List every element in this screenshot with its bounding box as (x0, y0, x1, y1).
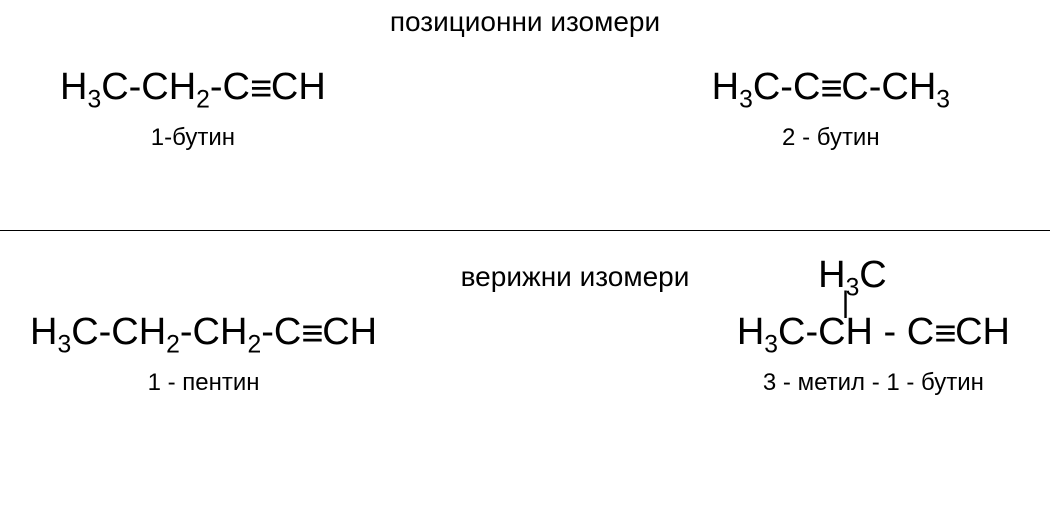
branch-formula: H3C (818, 254, 887, 296)
positional-title: позиционни изомери (0, 0, 1050, 38)
label-3-methyl-1-butyne: 3 - метил - 1 - бутин (763, 369, 984, 397)
formula-1-pentyne: H3C-CH2-CH2-CCH 1 - пентин (30, 313, 377, 397)
positional-isomers-section: позиционни изомери H3C-CH2-CCH 1-бутин H… (0, 0, 1050, 230)
label-1-pentyne: 1 - пентин (148, 369, 260, 397)
label-1-butyne: 1-бутин (151, 124, 235, 152)
branch-group: H3C| (818, 256, 873, 313)
positional-formula-row: H3C-CH2-CCH 1-бутин H3C-CC-CH3 2 - бутин (0, 68, 1050, 152)
formula-1-butyne: H3C-CH2-CCH 1-бутин (60, 68, 326, 152)
label-2-butyne: 2 - бутин (782, 124, 880, 152)
formula-text-3-methyl-1-butyne: H3C-H3C|CH - CCH (737, 313, 1010, 351)
chain-formula-row: H3C-CH2-CH2-CCH 1 - пентин H3C-H3C|CH - … (0, 313, 1050, 397)
formula-text-2-butyne: H3C-CC-CH3 (712, 68, 950, 106)
chain-title: верижни изомери (0, 231, 1050, 293)
branch-wrapper: H3C|CH (818, 313, 873, 351)
formula-2-butyne: H3C-CC-CH3 2 - бутин (712, 68, 950, 152)
formula-text-1-butyne: H3C-CH2-CCH (60, 68, 326, 106)
formula-3-methyl-1-butyne: H3C-H3C|CH - CCH 3 - метил - 1 - бутин (737, 313, 1010, 397)
formula-text-1-pentyne: H3C-CH2-CH2-CCH (30, 313, 377, 351)
chain-isomers-section: верижни изомери H3C-CH2-CH2-CCH 1 - пент… (0, 231, 1050, 517)
